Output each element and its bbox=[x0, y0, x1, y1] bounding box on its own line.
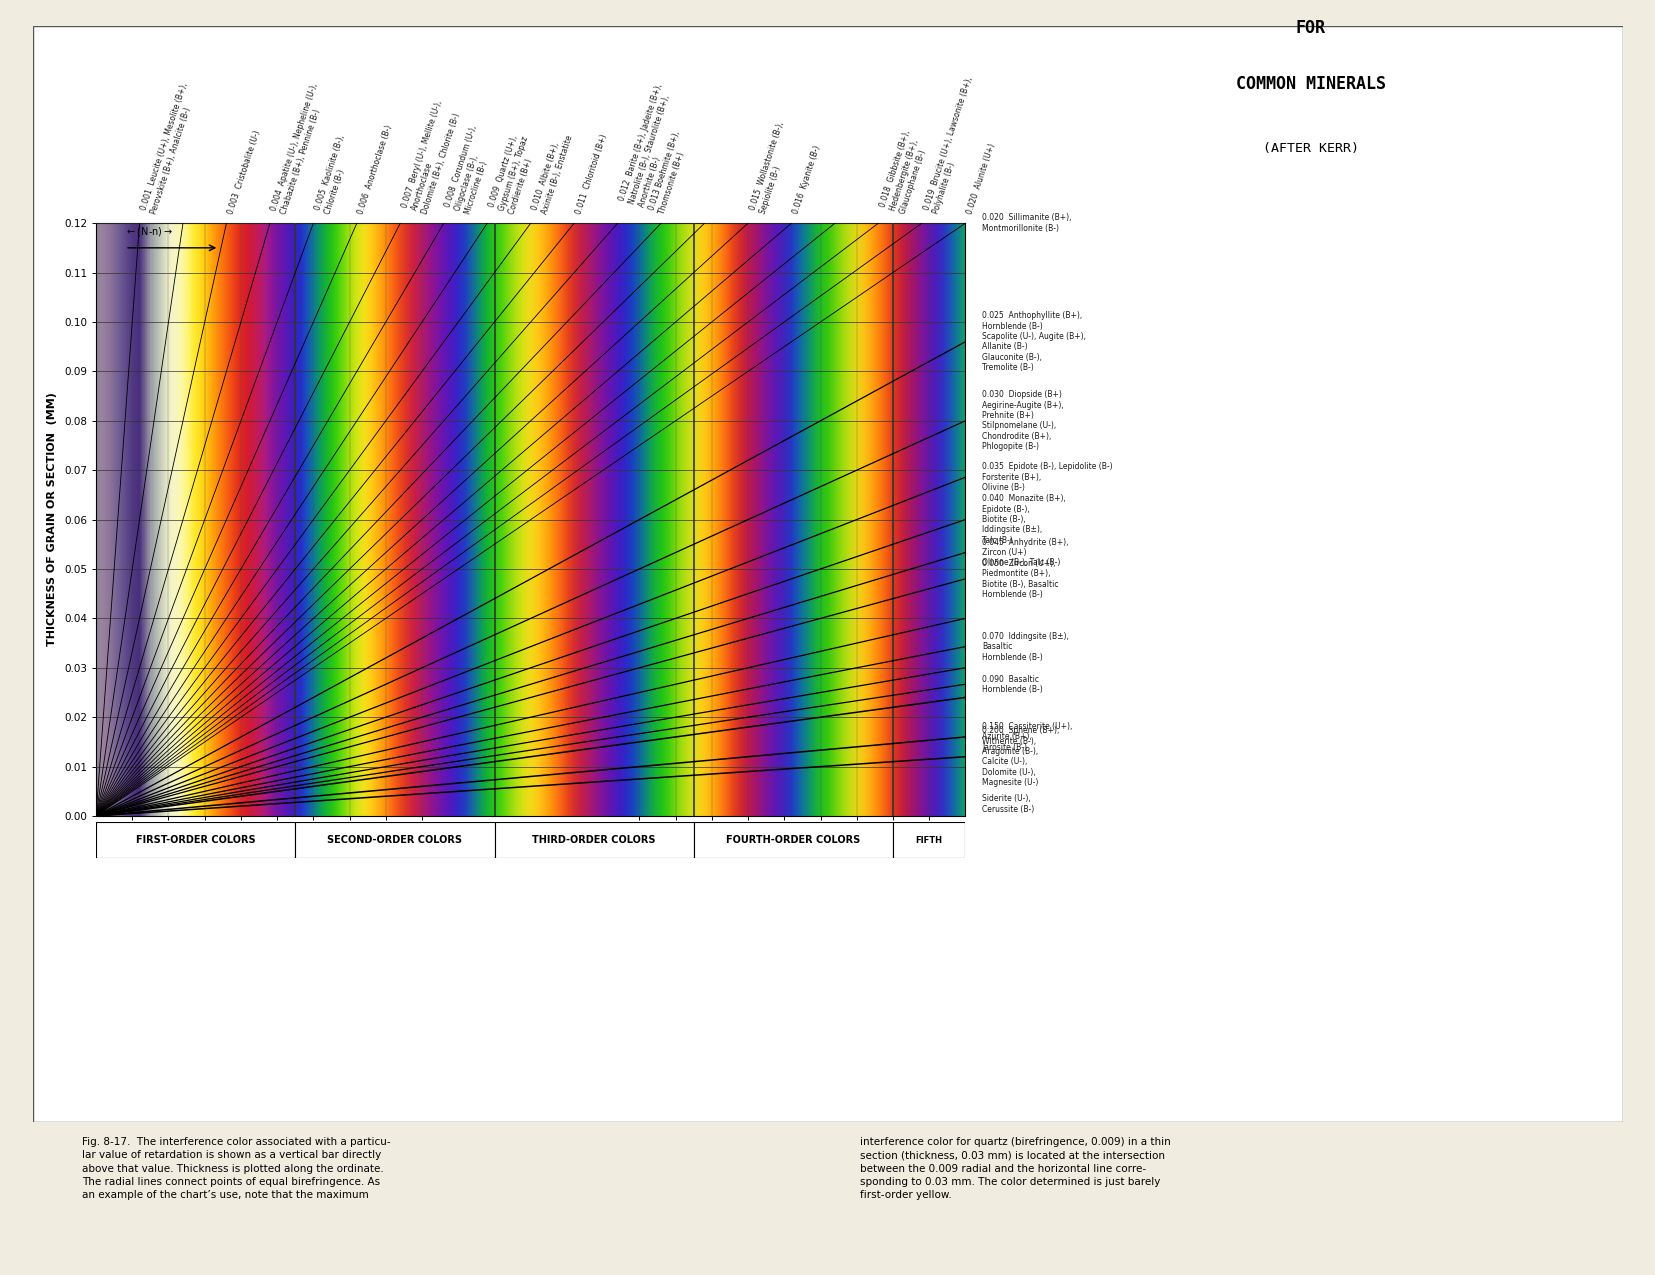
Text: 0.025  Anthophyllite (B+),
Hornblende (B-)
Scapolite (U-), Augite (B+),
Allanite: 0.025 Anthophyllite (B+), Hornblende (B-… bbox=[981, 311, 1086, 372]
Text: 0.009  Quartz (U+),
Gypsum (B+), Topaz
Cordierite (B+): 0.009 Quartz (U+), Gypsum (B+), Topaz Co… bbox=[487, 131, 540, 215]
Text: FOR: FOR bbox=[1294, 19, 1326, 37]
Text: THIRD-ORDER COLORS: THIRD-ORDER COLORS bbox=[531, 835, 655, 845]
Y-axis label: THICKNESS OF GRAIN OR SECTION  (MM): THICKNESS OF GRAIN OR SECTION (MM) bbox=[46, 393, 56, 646]
Text: 0.200  Sphene (B+),
Witherite (B-),
Aragonite (B-),
Calcite (U-),
Dolomite (U-),: 0.200 Sphene (B+), Witherite (B-), Arago… bbox=[981, 727, 1059, 787]
Bar bbox=[693, 822, 892, 858]
Text: 0.030  Diopside (B+)
Aegirine-Augite (B+),
Prehnite (B+)
Stilpnomelane (U-),
Cho: 0.030 Diopside (B+) Aegirine-Augite (B+)… bbox=[981, 390, 1063, 451]
Text: 0.008  Corundum (U-),
Oligoclase (B-),
Microcline (B-): 0.008 Corundum (U-), Oligoclase (B-), Mi… bbox=[444, 125, 498, 215]
X-axis label: RETARDATION (Δ)  IN  mμ: RETARDATION (Δ) IN mμ bbox=[435, 840, 626, 853]
Bar bbox=[892, 822, 965, 858]
Text: 0.045  Anhydrite (B+),
Zircon (U+)
Olivine (B-), Talc (B-): 0.045 Anhydrite (B+), Zircon (U+) Olivin… bbox=[981, 538, 1067, 567]
Bar bbox=[495, 822, 693, 858]
Text: FIRST-ORDER COLORS: FIRST-ORDER COLORS bbox=[136, 835, 255, 845]
Text: (AFTER KERR): (AFTER KERR) bbox=[1263, 142, 1357, 154]
Bar bbox=[295, 822, 495, 858]
Text: 0.019  Brucite (U+), Lawsonite (B+),
Polyhalite (B-): 0.019 Brucite (U+), Lawsonite (B+), Poly… bbox=[922, 76, 983, 215]
Text: 0.006  Anorthoclase (B-): 0.006 Anorthoclase (B-) bbox=[357, 124, 394, 215]
Text: 0.007  Beryl (U-), Mellite (U-),
Anorthoclase
Dolomite (B+), Chlorite (B-): 0.007 Beryl (U-), Mellite (U-), Anorthoc… bbox=[401, 98, 463, 215]
Text: 0.020  Sillimanite (B+),
Montmorillonite (B-): 0.020 Sillimanite (B+), Montmorillonite … bbox=[981, 213, 1071, 233]
Text: 0.020  Alunite (U+): 0.020 Alunite (U+) bbox=[965, 142, 996, 215]
Text: 0.003  Cristobalite (U-): 0.003 Cristobalite (U-) bbox=[227, 129, 261, 215]
Text: 0.016  Kyanite (B-): 0.016 Kyanite (B-) bbox=[791, 144, 821, 215]
Text: 0.001  Leucite (U+), Mesolite (B+),
Perovskite (B+), Analcite (B-): 0.001 Leucite (U+), Mesolite (B+), Perov… bbox=[139, 82, 199, 215]
Text: 0.090  Basaltic
Hornblende (B-): 0.090 Basaltic Hornblende (B-) bbox=[981, 674, 1043, 694]
Text: 0.010  Albite (B+),
Axinite (B-), Enstatite: 0.010 Albite (B+), Axinite (B-), Enstati… bbox=[531, 130, 574, 215]
Text: 0.018  Gibbsite (B+),
Hedenbergite (B+),
Glaucophane (B-): 0.018 Gibbsite (B+), Hedenbergite (B+), … bbox=[877, 129, 932, 215]
Text: 0.004  Apatite (U-), Nepheline (U-),
Chabazite (B+), Pennine (B-): 0.004 Apatite (U-), Nepheline (U-), Chab… bbox=[270, 82, 329, 215]
Bar bbox=[96, 822, 295, 858]
Text: interference color for quartz (birefringence, 0.009) in a thin
section (thicknes: interference color for quartz (birefring… bbox=[859, 1137, 1170, 1200]
Text: 0.040  Monazite (B+),
Epidote (B-),
Biotite (B-),
Iddingsite (B±),
Talc (B-): 0.040 Monazite (B+), Epidote (B-), Bioti… bbox=[981, 495, 1066, 544]
Text: 0.005  Kaolinite (B-),
Chlorite (B-): 0.005 Kaolinite (B-), Chlorite (B-) bbox=[313, 134, 356, 215]
Text: $\leftarrow$(N-n)$\rightarrow$: $\leftarrow$(N-n)$\rightarrow$ bbox=[126, 224, 174, 238]
Text: SECOND-ORDER COLORS: SECOND-ORDER COLORS bbox=[328, 835, 462, 845]
Text: Siderite (U-),
Cerussite (B-): Siderite (U-), Cerussite (B-) bbox=[981, 794, 1034, 813]
Text: 0.150  Cassiterite (U+),
Azurite (B+),
Jarosite (B-): 0.150 Cassiterite (U+), Azurite (B+), Ja… bbox=[981, 722, 1072, 752]
Text: 0.035  Epidote (B-), Lepidolite (B-)
Forsterite (B+),
Olivine (B-): 0.035 Epidote (B-), Lepidolite (B-) Fors… bbox=[981, 463, 1112, 492]
Text: 0.011  Chloritoid (B+): 0.011 Chloritoid (B+) bbox=[574, 133, 609, 215]
Text: 0.050  Zircon (U+),
Piedmontite (B+),
Biotite (B-), Basaltic
Hornblende (B-): 0.050 Zircon (U+), Piedmontite (B+), Bio… bbox=[981, 558, 1058, 599]
Text: 0.070  Iddingsite (B±),
Basaltic
Hornblende (B-): 0.070 Iddingsite (B±), Basaltic Hornblen… bbox=[981, 631, 1069, 662]
Text: 0.015  Wollastonite (B-),
Sepiolite (B-): 0.015 Wollastonite (B-), Sepiolite (B-) bbox=[748, 121, 794, 215]
Text: FIFTH: FIFTH bbox=[915, 835, 942, 845]
Text: 0.012  Barite (B+), Jadeite (B+),
Natrolite (B-), Staurolite (B+),
Anorthite (B-: 0.012 Barite (B+), Jadeite (B+), Natroli… bbox=[617, 83, 703, 215]
Text: FOURTH-ORDER COLORS: FOURTH-ORDER COLORS bbox=[727, 835, 861, 845]
Text: Fig. 8-17.  The interference color associated with a particu-
lar value of retar: Fig. 8-17. The interference color associ… bbox=[81, 1137, 391, 1200]
Text: COMMON MINERALS: COMMON MINERALS bbox=[1235, 75, 1385, 93]
